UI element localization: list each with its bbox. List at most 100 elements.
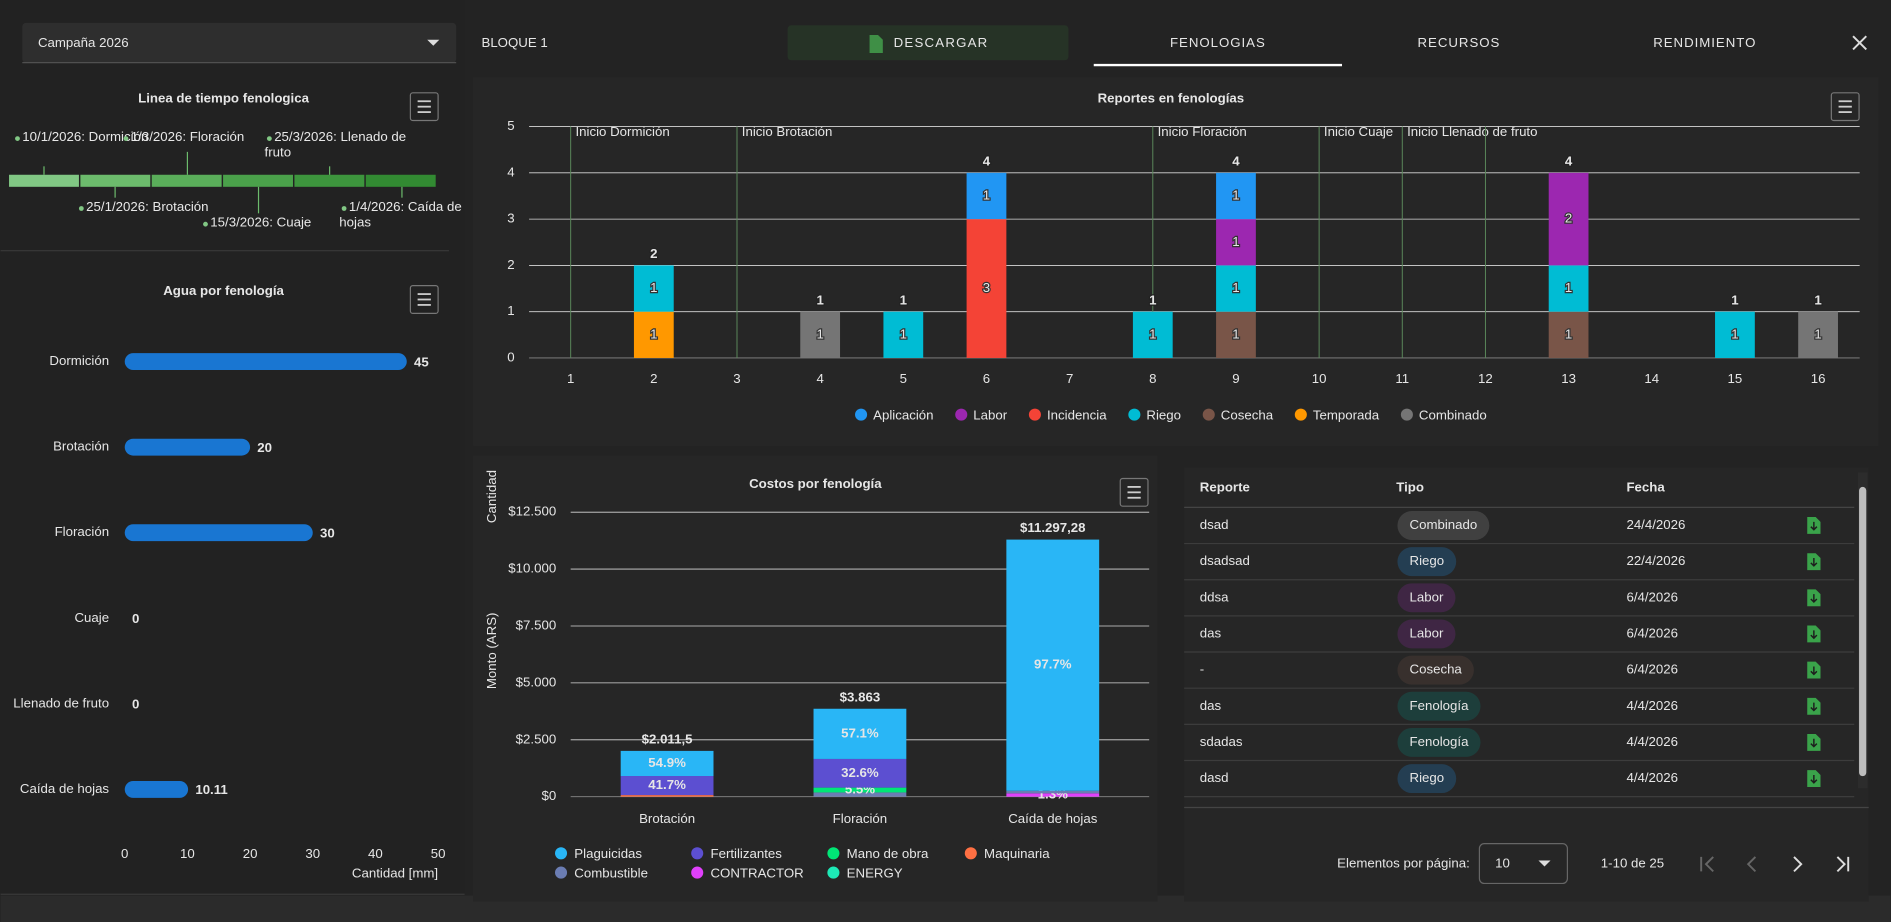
download-arrow [1810, 594, 1818, 604]
tab[interactable]: FENOLOGIAS [1170, 35, 1266, 50]
y-axis-label: Cantidad [484, 470, 499, 523]
legend-label[interactable]: Fertilizantes [710, 846, 782, 861]
bar-segment [1715, 311, 1755, 358]
download-button[interactable] [787, 25, 1069, 61]
segment-label: 2 [1565, 211, 1572, 226]
chart-menu-button[interactable] [1830, 92, 1860, 122]
legend-marker [1202, 408, 1215, 421]
x-tick-label: 16 [1811, 371, 1826, 386]
timeline-dot [203, 221, 208, 227]
table-cell: dsad [1200, 517, 1229, 532]
type-chip-label: Riego [1410, 770, 1445, 785]
timeline-label-box: 15/3/2026: Cuaje [210, 216, 311, 230]
first-page-button[interactable] [1700, 856, 1714, 873]
x-tick-label: 3 [733, 371, 740, 386]
legend-label[interactable]: Cosecha [1221, 407, 1274, 422]
x-tick-label: 14 [1644, 371, 1659, 386]
phase-marker-label: Inicio Cuaje [1324, 124, 1393, 139]
total-label: 1 [816, 292, 823, 307]
legend-marker [1128, 408, 1141, 421]
legend-label[interactable]: Plaguicidas [574, 846, 642, 861]
y-tick-label: 2 [507, 257, 514, 272]
x-tick-label: 11 [1395, 371, 1409, 386]
bar-segment [1548, 265, 1589, 312]
download-label: DESCARGAR [894, 35, 989, 50]
legend-marker [964, 847, 977, 860]
scrollbar-thumb[interactable] [1859, 486, 1867, 777]
bar-segment [620, 776, 714, 796]
segment-label: 54.9% [648, 755, 686, 770]
bar-value-label: 10.11 [195, 782, 227, 797]
timeline-segment [80, 174, 151, 187]
legend-label[interactable]: Mano de obra [847, 846, 929, 861]
tab[interactable]: RENDIMIENTO [1653, 35, 1756, 50]
campaign-value: Campaña 2026 [38, 35, 129, 50]
bar-segment [1548, 311, 1589, 358]
bar-segment [1216, 172, 1256, 220]
last-page-button[interactable] [1836, 856, 1850, 873]
total-label: 1 [1149, 292, 1156, 307]
x-tick-label: 40 [368, 846, 383, 861]
bar [124, 438, 251, 456]
legend-label[interactable]: Incidencia [1047, 407, 1107, 422]
timeline-event-label: 25/3/2026: Llenado de fruto [264, 130, 407, 161]
chart-menu-button[interactable] [409, 92, 439, 122]
bar-segment [1216, 219, 1256, 266]
timeline-event-label: 10/1/2026: Dormición [22, 130, 149, 145]
close-button[interactable] [1852, 35, 1867, 51]
type-chip [1397, 727, 1481, 757]
table-header: Tipo [1396, 480, 1424, 495]
timeline-segment [151, 174, 222, 187]
total-label: 2 [650, 246, 657, 261]
segment-label: 1 [650, 280, 657, 295]
type-chip-label: Fenología [1410, 734, 1470, 749]
chart-menu-button[interactable] [1119, 477, 1149, 507]
type-chip [1397, 764, 1457, 794]
bar-value-label: 0 [132, 611, 139, 626]
next-page-button[interactable] [1793, 856, 1803, 873]
y-tick-label: Dormición [49, 353, 109, 368]
timeline-dot [341, 206, 347, 211]
legend-label[interactable]: CONTRACTOR [710, 865, 803, 880]
legend-label[interactable]: Maquinaria [984, 846, 1050, 861]
type-chip [1397, 619, 1456, 649]
timeline-dot [123, 136, 129, 142]
segment-label: 97.7% [1034, 657, 1072, 672]
segment-label: 1 [816, 326, 823, 341]
legend-label[interactable]: Labor [973, 407, 1007, 422]
chart-menu-button[interactable] [409, 285, 439, 314]
bar-value-label: 0 [132, 697, 139, 712]
segment-label: 1 [1731, 326, 1738, 341]
chart-title: Reportes en fenologías [1098, 90, 1245, 105]
legend-label[interactable]: Combustible [574, 865, 648, 880]
chart-title: Agua por fenología [163, 283, 284, 298]
legend-label[interactable]: Temporada [1313, 407, 1380, 422]
legend-label[interactable]: Combinado [1419, 407, 1487, 422]
dropdown-arrow [1538, 860, 1551, 867]
legend-label[interactable]: Riego [1146, 407, 1181, 422]
legend-marker [1294, 408, 1307, 421]
type-chip-label: Fenología [1410, 698, 1470, 713]
legend-marker [691, 866, 704, 879]
segment-label: 1 [1232, 234, 1239, 249]
timeline-label-box: 25/3/2026: Llenado de fruto [264, 130, 407, 161]
type-chip [1397, 583, 1456, 613]
tab[interactable]: RECURSOS [1418, 35, 1501, 50]
legend-label[interactable]: ENERGY [847, 865, 903, 880]
phase-marker-label: Inicio Brotación [742, 124, 833, 139]
timeline-label-box: 1/4/2026: Caída de hojas [339, 200, 461, 230]
type-chip-label: Riego [1410, 553, 1445, 568]
page-size-select[interactable] [1478, 843, 1569, 885]
segment-label: 1 [900, 326, 907, 341]
bar-segment [620, 750, 714, 777]
segment-label: 1 [1814, 326, 1821, 341]
legend-label[interactable]: Aplicación [873, 407, 933, 422]
timeline-segment [365, 174, 436, 187]
legend-marker [1400, 408, 1413, 421]
campaign-select[interactable] [22, 22, 457, 63]
timeline-dot [78, 206, 84, 211]
previous-page-button[interactable] [1746, 856, 1757, 873]
panel [473, 77, 1879, 446]
x-tick-label: 10 [1312, 371, 1327, 386]
block-title: BLOQUE 1 [481, 35, 547, 50]
